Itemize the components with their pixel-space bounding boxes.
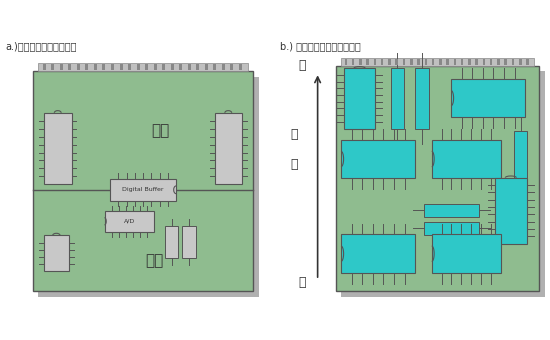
- Bar: [110, 179, 176, 201]
- Bar: [51, 65, 54, 70]
- Bar: [165, 226, 178, 258]
- Bar: [341, 58, 534, 66]
- Text: 低: 低: [299, 276, 306, 289]
- Bar: [341, 235, 415, 273]
- Bar: [461, 59, 464, 65]
- Text: 頻: 頻: [290, 128, 298, 141]
- Bar: [136, 65, 140, 70]
- Text: 數位: 數位: [151, 123, 170, 138]
- Bar: [483, 59, 485, 65]
- Bar: [417, 59, 420, 65]
- Text: A/D: A/D: [124, 219, 135, 224]
- Bar: [33, 71, 253, 291]
- Bar: [196, 65, 199, 70]
- Bar: [432, 140, 500, 178]
- Bar: [390, 68, 404, 129]
- Bar: [352, 59, 354, 65]
- Bar: [239, 65, 242, 70]
- Bar: [495, 177, 527, 244]
- Bar: [119, 65, 123, 70]
- Bar: [424, 204, 478, 217]
- Bar: [77, 65, 80, 70]
- Bar: [381, 59, 383, 65]
- Bar: [213, 65, 216, 70]
- Bar: [432, 59, 434, 65]
- Bar: [395, 59, 398, 65]
- Bar: [170, 65, 174, 70]
- Text: b.) 高頻零件應接近連接器。: b.) 高頻零件應接近連接器。: [280, 41, 361, 51]
- Bar: [111, 65, 114, 70]
- Bar: [504, 59, 507, 65]
- Bar: [490, 59, 492, 65]
- Bar: [344, 68, 375, 129]
- Bar: [359, 59, 362, 65]
- Bar: [341, 140, 415, 178]
- Bar: [341, 71, 544, 296]
- Bar: [44, 235, 69, 271]
- Bar: [424, 222, 478, 235]
- Bar: [94, 65, 97, 70]
- Bar: [162, 65, 165, 70]
- Bar: [214, 113, 242, 184]
- Bar: [403, 59, 405, 65]
- Text: 高: 高: [299, 59, 306, 72]
- Bar: [373, 59, 376, 65]
- Text: Digital Buffer: Digital Buffer: [122, 187, 164, 192]
- Bar: [188, 65, 191, 70]
- Bar: [145, 65, 148, 70]
- Bar: [43, 65, 46, 70]
- Bar: [439, 59, 442, 65]
- Bar: [415, 68, 429, 129]
- Bar: [44, 113, 72, 184]
- Bar: [68, 65, 72, 70]
- Bar: [39, 63, 248, 71]
- Bar: [345, 59, 347, 65]
- Bar: [205, 65, 208, 70]
- Bar: [526, 59, 529, 65]
- Bar: [230, 65, 233, 70]
- Bar: [85, 65, 89, 70]
- Bar: [512, 59, 514, 65]
- Bar: [519, 59, 521, 65]
- Bar: [366, 59, 369, 65]
- Bar: [447, 59, 449, 65]
- Text: a.)數位與類比部份隔開。: a.)數位與類比部份隔開。: [6, 41, 77, 51]
- Bar: [514, 131, 527, 183]
- Bar: [60, 65, 63, 70]
- Bar: [451, 79, 525, 117]
- Bar: [468, 59, 471, 65]
- Bar: [128, 65, 131, 70]
- Bar: [102, 65, 106, 70]
- Bar: [432, 235, 500, 273]
- Text: 類比: 類比: [145, 253, 163, 268]
- Text: 率: 率: [290, 158, 298, 171]
- Bar: [388, 59, 390, 65]
- Bar: [179, 65, 182, 70]
- Bar: [454, 59, 456, 65]
- Bar: [410, 59, 412, 65]
- Bar: [222, 65, 225, 70]
- Bar: [425, 59, 427, 65]
- Bar: [183, 226, 196, 258]
- Bar: [39, 76, 258, 296]
- Bar: [104, 211, 154, 232]
- Bar: [475, 59, 478, 65]
- Bar: [336, 66, 539, 291]
- Bar: [497, 59, 500, 65]
- Bar: [153, 65, 157, 70]
